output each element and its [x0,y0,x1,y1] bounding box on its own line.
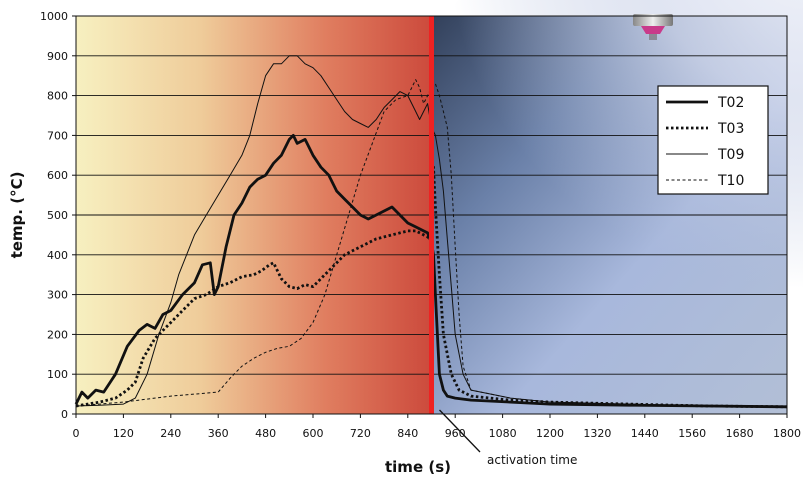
annotation-pointer [439,409,481,453]
x-tick-label: 1800 [773,427,801,440]
y-tick-label: 800 [47,90,68,103]
y-tick-label: 600 [47,169,68,182]
x-tick-label: 1440 [631,427,659,440]
x-axis-title: time (s) [385,458,451,476]
y-tick-label: 400 [47,249,68,262]
legend-label-t10: T10 [717,173,744,189]
legend-label-t02: T02 [717,95,744,111]
x-tick-label: 480 [255,427,276,440]
x-tick-label: 1680 [726,427,754,440]
y-tick-label: 200 [47,328,68,341]
x-tick-label: 960 [445,427,466,440]
y-tick-label: 900 [47,50,68,63]
x-tick-label: 600 [303,427,324,440]
legend: T02 T03 T09 T10 [657,85,769,195]
y-tick-label: 0 [61,408,68,421]
x-tick-label: 1560 [678,427,706,440]
series-line-t09 [75,55,788,408]
y-tick-label: 500 [47,209,68,222]
annotation-text: activation time [487,453,577,467]
y-tick-label: 100 [47,368,68,381]
x-axis-ticks: 0 120 240 360 480 600 720 840 960 1080 1200 1320 144… [73,414,801,440]
series-layer [74,55,788,409]
y-axis-title: temp. (°C) [8,172,26,259]
series-line-t03 [75,165,788,409]
x-tick-label: 840 [397,427,418,440]
sprinkler-nozzle-icon [633,14,673,40]
series-line-t02 [74,134,788,409]
legend-label-t09: T09 [717,147,744,163]
x-tick-label: 1320 [583,427,611,440]
y-tick-label: 700 [47,129,68,142]
x-tick-label: 720 [350,427,371,440]
activation-annotation: activation time [439,409,577,467]
y-tick-label: 300 [47,289,68,302]
legend-box [657,85,769,195]
legend-label-t03: T03 [717,121,744,137]
x-tick-label: 120 [113,427,134,440]
x-tick-label: 1200 [536,427,564,440]
x-tick-label: 240 [160,427,181,440]
y-tick-label: 1000 [40,10,68,23]
x-tick-label: 1080 [489,427,517,440]
y-axis-ticks: 0 100 200 300 400 500 600 700 800 900 1000 [40,10,76,421]
x-tick-label: 0 [73,427,80,440]
x-tick-label: 360 [208,427,229,440]
